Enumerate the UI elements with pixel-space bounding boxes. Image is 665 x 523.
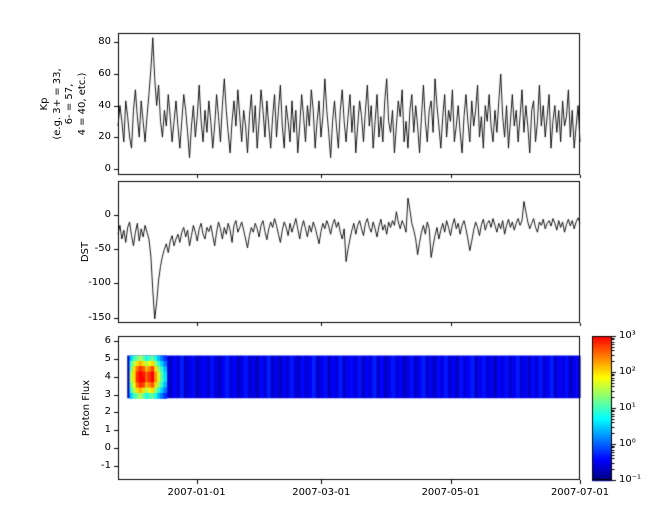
y-tick-label: 80: [98, 36, 111, 48]
colorbar-tick-label: 10³: [619, 330, 636, 341]
x-tick-label: 2007-01-01: [167, 487, 226, 498]
y-tick-label: -50: [94, 243, 111, 255]
y-tick-label: 1: [104, 424, 111, 436]
colorbar-tick-label: 10⁻¹: [619, 474, 642, 485]
y-tick-label: 0: [104, 162, 111, 174]
y-tick-label: 0: [104, 442, 111, 453]
x-tick-label: 2007-03-01: [292, 487, 351, 498]
y-tick-label: 0: [104, 209, 111, 221]
y-tick-label: 3: [104, 388, 111, 400]
y-tick-label: 6: [104, 335, 111, 347]
y-tick-label: -150: [88, 311, 111, 323]
y-tick-label: 5: [104, 353, 111, 365]
x-tick-label: 2007-05-01: [421, 487, 480, 498]
y-tick-label: -100: [88, 277, 111, 289]
y-tick-label: 40: [98, 99, 111, 111]
y-tick-label: 2: [104, 406, 111, 418]
x-tick-label: 2007-07-01: [550, 487, 610, 498]
colorbar-tick-label: 10¹: [619, 402, 636, 413]
y-tick-label: 4: [104, 370, 111, 382]
colorbar-tick-label: 10⁰: [619, 438, 636, 449]
y-tick-label: -1: [101, 459, 111, 471]
y-tick-label: 60: [98, 68, 111, 80]
y-tick-label: 20: [98, 131, 111, 143]
colorbar-tick-label: 10²: [619, 366, 636, 377]
